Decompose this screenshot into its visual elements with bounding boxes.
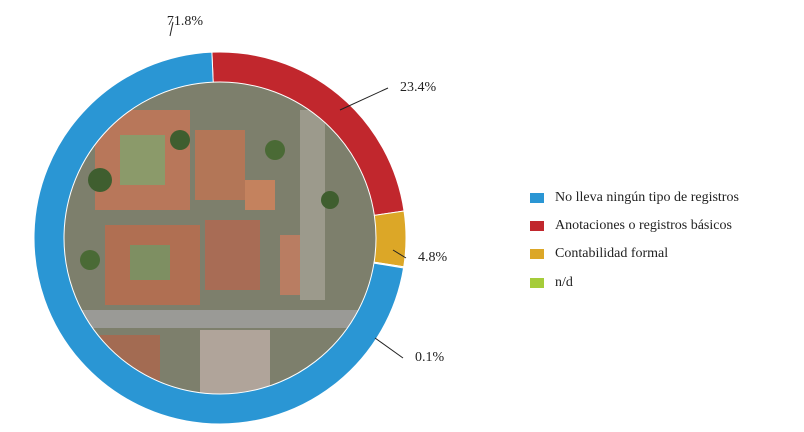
center-photo [64, 82, 376, 394]
donut-slice [373, 210, 407, 268]
leader-line [339, 87, 389, 111]
leader-line [374, 337, 404, 359]
leader-line [392, 249, 407, 259]
data-label: 4.8% [418, 250, 448, 265]
data-label: 0.1% [415, 350, 445, 365]
legend-label: n/d [555, 275, 573, 290]
legend-label: Anotaciones o registros básicos [555, 218, 732, 233]
data-label: 71.8% [167, 14, 204, 29]
legend-label: Contabilidad formal [555, 246, 668, 261]
legend-swatch [530, 221, 544, 231]
data-label: 23.4% [400, 80, 437, 95]
donut-slice [33, 51, 405, 425]
legend-swatch [530, 278, 544, 288]
leader-line [169, 21, 174, 37]
legend-label: No lleva ningún tipo de registros [555, 190, 739, 205]
legend-swatch [530, 193, 544, 203]
legend-swatch [530, 249, 544, 259]
